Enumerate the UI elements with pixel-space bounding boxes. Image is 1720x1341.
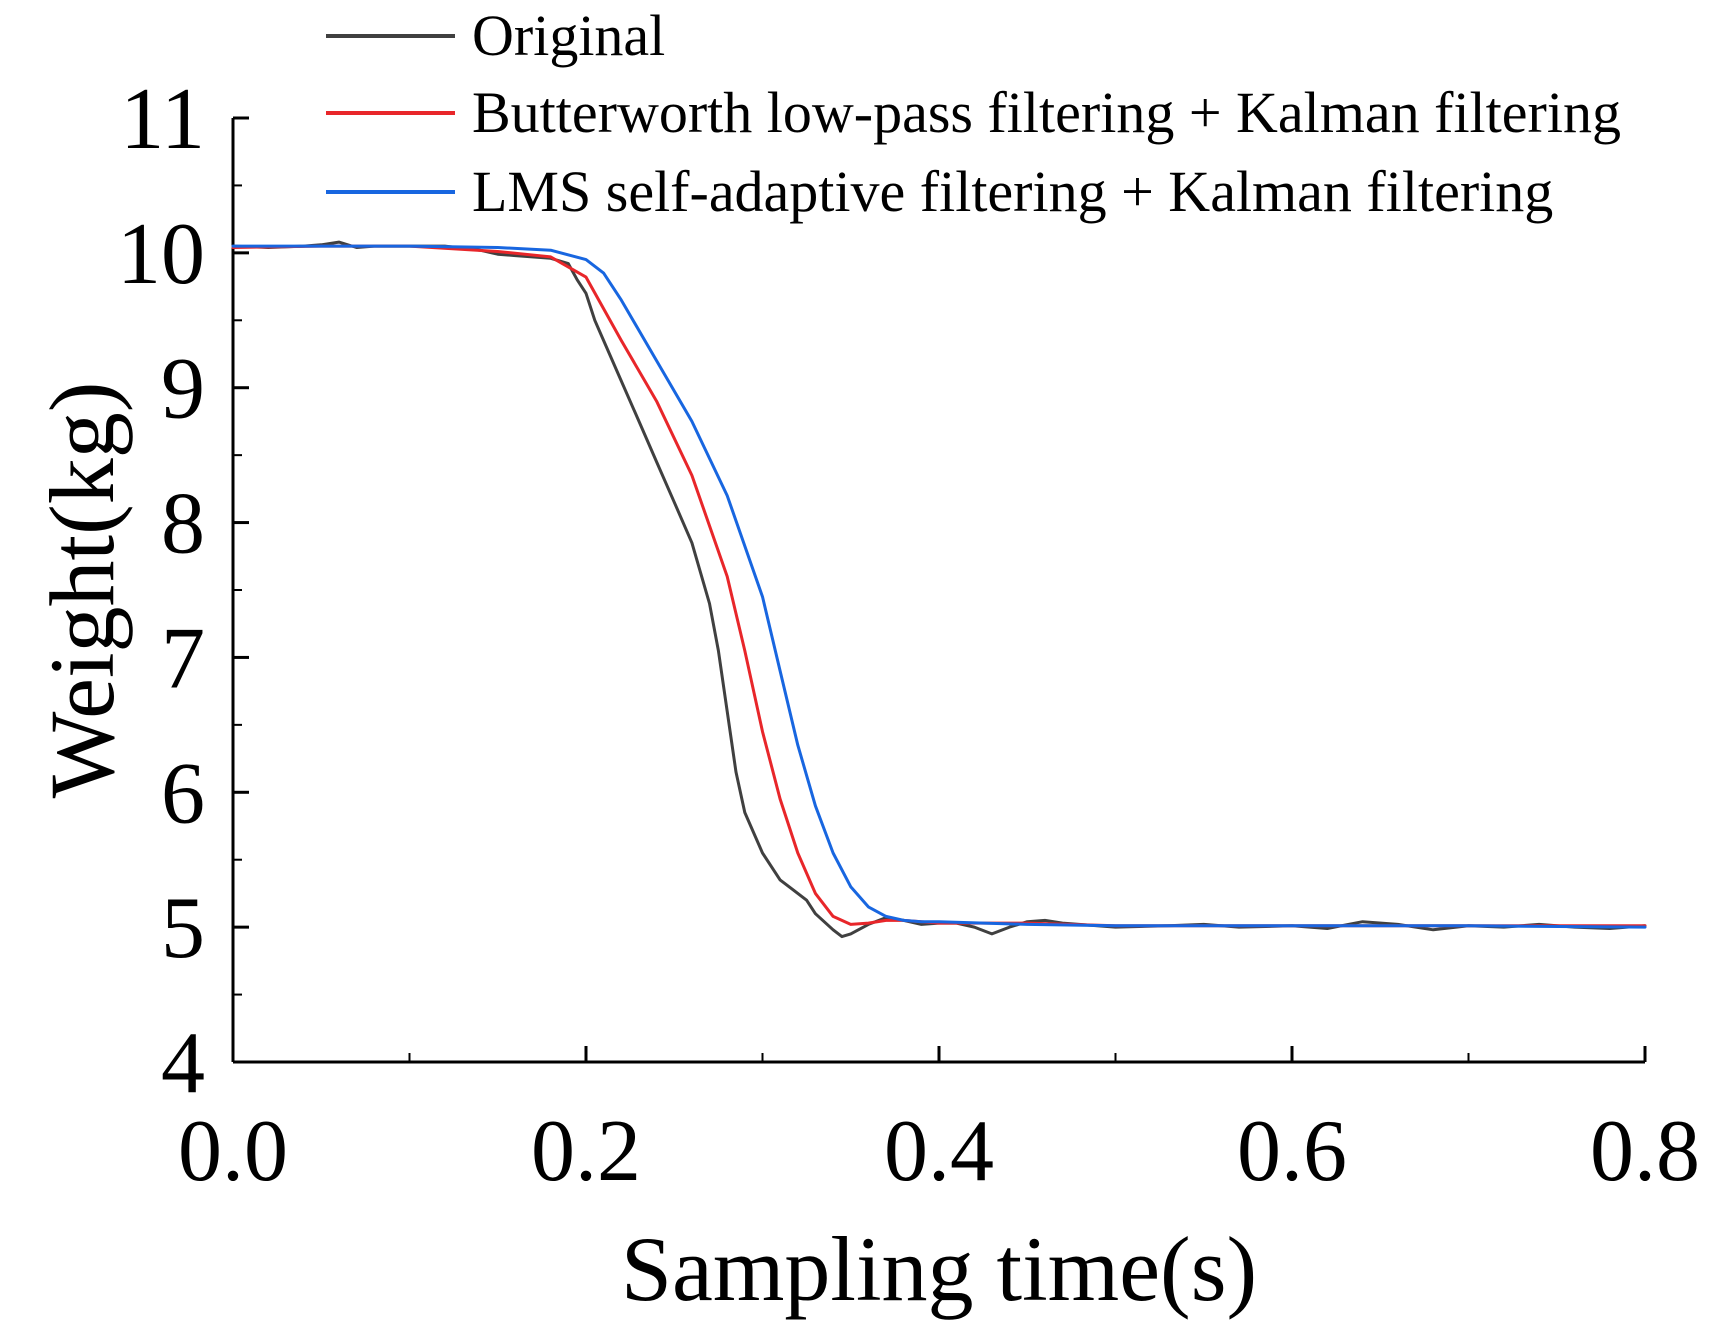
y-tick-label: 6	[161, 745, 205, 842]
y-tick-label: 8	[161, 476, 205, 573]
legend-label-1: Butterworth low-pass filtering + Kalman …	[472, 80, 1621, 145]
y-tick-label: 4	[161, 1015, 205, 1112]
x-tick-label: 0.6	[1237, 1103, 1347, 1200]
x-tick-label: 0.4	[884, 1103, 994, 1200]
y-tick-label: 7	[161, 610, 205, 707]
series-line-0	[231, 240, 1647, 939]
x-tick-label: 0.8	[1590, 1103, 1700, 1200]
series-line-2	[231, 244, 1647, 929]
legend-label-0: Original	[472, 3, 665, 68]
y-axis-title: Weight(kg)	[31, 382, 133, 799]
series-line-1	[231, 244, 1647, 928]
y-tick-label: 9	[161, 341, 205, 438]
plot-area	[231, 118, 1647, 1064]
x-tick-label: 0.2	[531, 1103, 641, 1200]
x-tick-label: 0.0	[178, 1103, 288, 1200]
y-tick-label: 10	[117, 206, 205, 303]
legend: Original Butterworth low-pass filtering +…	[326, 3, 1621, 224]
series-layer	[231, 240, 1647, 939]
axis-tick-labels: 0.0 0.2 0.4 0.6 0.8 4 5 6 7 8 9 10 11	[117, 71, 1700, 1200]
x-axis-title: Sampling time(s)	[621, 1218, 1257, 1320]
y-tick-label: 5	[161, 880, 205, 977]
axis-ticks	[231, 116, 1647, 1064]
y-tick-label: 11	[120, 71, 205, 168]
legend-label-2: LMS self-adaptive filtering + Kalman fil…	[472, 159, 1553, 224]
